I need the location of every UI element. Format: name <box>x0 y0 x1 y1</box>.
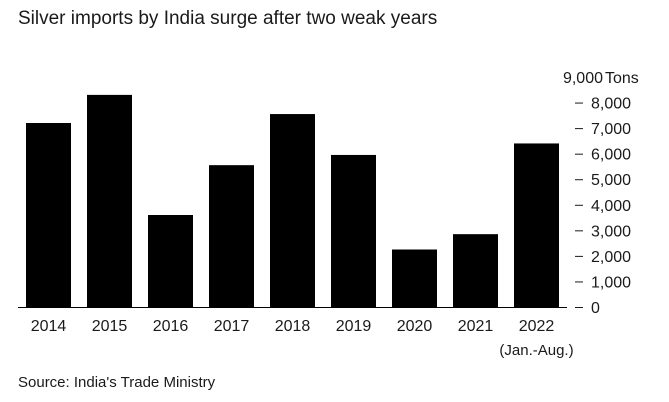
y-tick-label: 6,000 <box>591 147 631 164</box>
bars-layer <box>26 94 559 307</box>
x-tick-label: 2021 <box>458 318 494 335</box>
chart-source: Source: India's Trade Ministry <box>18 374 216 391</box>
x-tick-label: 2016 <box>153 318 189 335</box>
bar-2016 <box>148 215 193 307</box>
y-tick-label: 5,000 <box>591 172 631 189</box>
y-unit-label: Tons <box>605 70 639 87</box>
x-tick-label: 2014 <box>31 318 67 335</box>
chart-plot: 0 1,000 2,000 3,000 4,000 5,000 6,000 7,000 8,00… <box>18 70 639 359</box>
y-tick-label: 1,000 <box>591 274 631 291</box>
bar-2018 <box>270 114 315 307</box>
bar-2015 <box>87 94 132 307</box>
chart-title: Silver imports by India surge after two … <box>18 8 438 29</box>
bar-2022 <box>514 143 559 307</box>
y-tick-label: 8,000 <box>591 96 631 113</box>
x-tick-label: 2015 <box>92 318 128 335</box>
x-tick-label: 2018 <box>275 318 311 335</box>
bar-2014 <box>26 123 71 307</box>
y-tick-label: 2,000 <box>591 249 631 266</box>
x-tick-label: 2019 <box>336 318 372 335</box>
y-axis: 0 1,000 2,000 3,000 4,000 5,000 6,000 7,000 8,00… <box>18 70 639 317</box>
y-tick-label: 7,000 <box>591 121 631 138</box>
y-tick-label-top: 9,000 <box>563 70 603 87</box>
bar-2019 <box>331 154 376 307</box>
y-tick-label: 0 <box>591 300 600 317</box>
bar-2017 <box>209 165 254 307</box>
x-tick-label: 2022 <box>519 318 555 335</box>
x-tick-label: 2017 <box>214 318 250 335</box>
y-tick-label: 4,000 <box>591 198 631 215</box>
y-tick-label: 3,000 <box>591 223 631 240</box>
bar-2020 <box>392 249 437 307</box>
bar-2021 <box>453 234 498 307</box>
x-tick-label: 2020 <box>397 318 433 335</box>
x-tick-sublabel: (Jan.-Aug.) <box>499 342 573 359</box>
x-axis: 2014 2015 2016 2017 2018 2019 2020 2021 2022 (Jan… <box>31 318 574 359</box>
